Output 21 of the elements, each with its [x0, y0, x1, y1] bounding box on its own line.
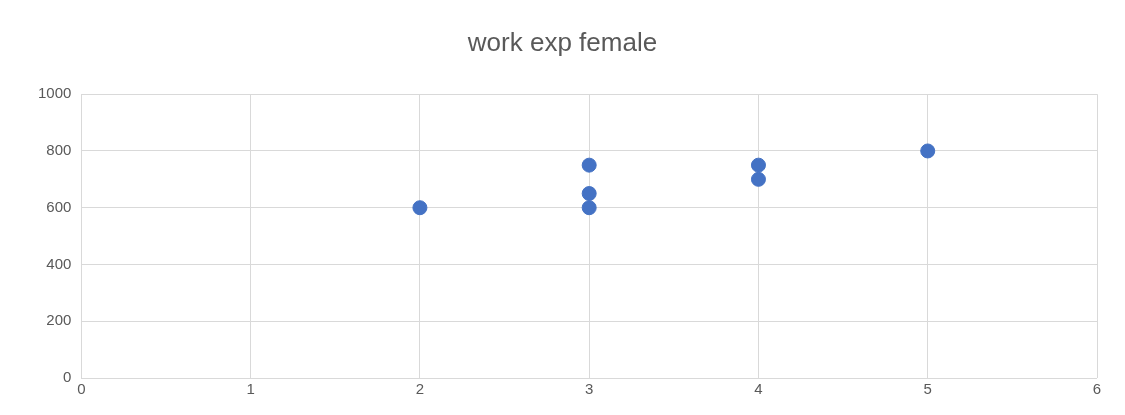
x-tick-label: 4 [754, 380, 763, 398]
x-tick-label: 5 [923, 380, 932, 398]
x-tick-label: 3 [585, 380, 594, 398]
x-tick-label: 0 [77, 380, 86, 398]
point [920, 143, 936, 159]
point [412, 200, 428, 216]
point [750, 157, 766, 173]
y-tick-label: 400 [46, 254, 72, 272]
x-tick-label: 1 [246, 380, 255, 398]
point [581, 200, 597, 216]
y-tick-label: 1000 [37, 84, 72, 102]
y-tick-label: 0 [63, 368, 72, 386]
point [581, 186, 597, 202]
y-tick-label: 200 [46, 311, 72, 329]
x-tick-label: 6 [1092, 380, 1102, 398]
point [750, 171, 766, 187]
x-tick-label: 2 [415, 380, 425, 398]
chart-title: work exp female [466, 26, 658, 57]
y-tick-label: 800 [46, 141, 72, 159]
point [581, 157, 597, 173]
y-tick-label: 600 [46, 197, 72, 215]
